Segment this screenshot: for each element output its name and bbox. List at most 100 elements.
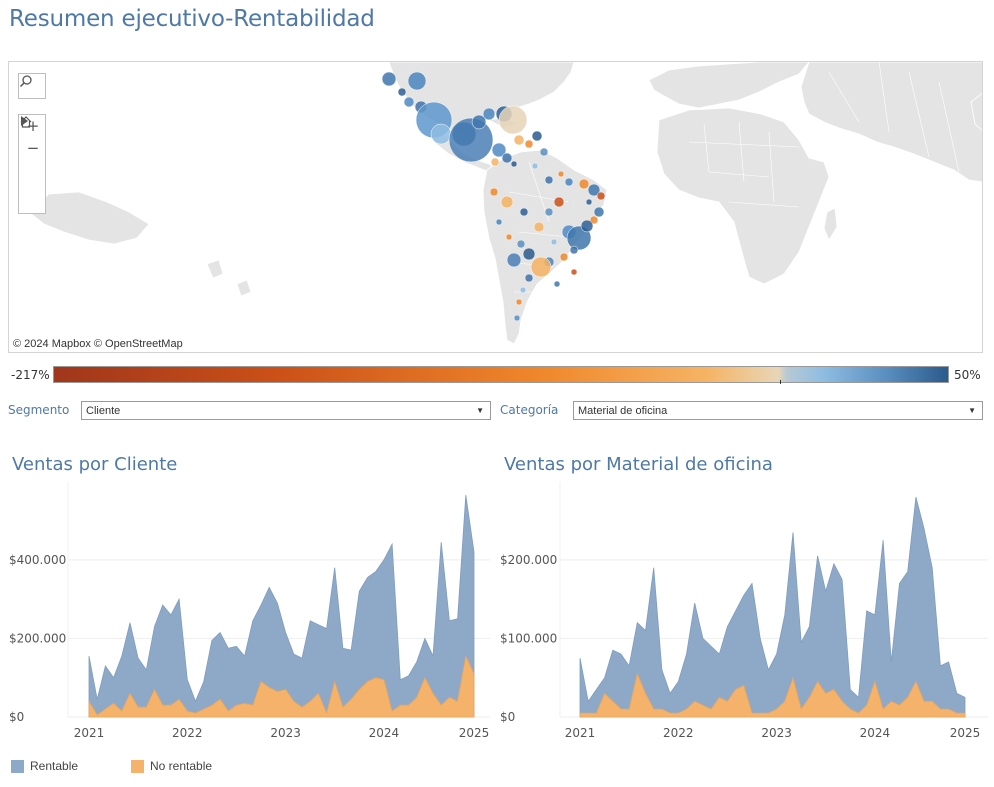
map-bubble[interactable] [553,280,561,288]
profit-ratio-color-legend [53,366,949,383]
map-bubble[interactable] [498,105,528,135]
x-tick-label: 2022 [663,726,694,740]
profit-map[interactable]: + − © 2024 Mapbox © OpenStreetMap [8,61,983,353]
map-bubble[interactable] [513,314,521,322]
map-bubble[interactable] [524,273,534,283]
map-bubble[interactable] [578,178,590,190]
map-bubble[interactable] [596,191,606,201]
series-area-no-rentable[interactable] [88,654,475,718]
page-title: Resumen ejecutivo-Rentabilidad [9,6,375,32]
legend-rentable[interactable]: Rentable [11,759,78,773]
map-bubble[interactable] [519,207,529,217]
x-tick-label: 2023 [270,726,301,740]
borders-layer [508,62,960,293]
categoria-value: Material de oficina [578,404,668,417]
map-credit[interactable]: © 2024 Mapbox © OpenStreetMap [13,338,183,350]
map-bubble[interactable] [491,142,507,158]
map-bubble[interactable] [495,218,503,226]
map-bubble[interactable] [524,139,534,149]
map-bubble[interactable] [566,225,592,251]
map-bubble[interactable] [505,233,513,241]
search-control[interactable] [18,73,46,99]
y-tick-label: $400.000 [9,553,66,567]
map-bubble[interactable] [550,238,558,246]
series-area-no-rentable[interactable] [579,672,966,718]
legend-no-rentable[interactable]: No rentable [131,759,212,773]
dropdown-arrow-icon: ▼ [968,406,976,415]
map-bubble[interactable] [519,286,527,294]
sales-area-chart-material[interactable]: $0 $100.000 $200.000 2021 2022 2023 2024 2025 [494,480,994,745]
map-bubble[interactable] [500,195,514,209]
map-bubble[interactable] [490,157,500,167]
rentable-swatch [11,759,24,773]
map-bubble[interactable] [448,117,494,163]
dropdown-arrow-icon: ▼ [476,406,484,415]
sales-bubbles [381,71,606,322]
land-layer [9,62,982,345]
x-tick-label: 2021 [74,726,105,740]
map-bubble[interactable] [407,71,427,91]
x-tick-label: 2024 [369,726,400,740]
map-bubble[interactable] [522,247,536,261]
y-tick-label: $200.000 [500,553,557,567]
map-bubble[interactable] [513,134,525,146]
map-bubble[interactable] [570,268,578,276]
chart-title-material: Ventas por Material de oficina [504,454,773,475]
play-icon[interactable] [20,116,46,203]
map-bubble[interactable] [593,206,605,218]
map-bubble[interactable] [544,175,554,185]
color-legend-marker [780,380,781,384]
map-bubble[interactable] [587,183,601,197]
y-tick-label: $100.000 [500,631,557,645]
map-bubble[interactable] [531,130,543,142]
color-legend-min: -217% [11,368,50,382]
map-bubble[interactable] [539,147,549,157]
search-icon[interactable] [19,74,45,96]
categoria-select[interactable]: Material de oficina ▼ [573,401,983,420]
map-bubble[interactable] [510,160,518,168]
map-bubble[interactable] [544,207,554,217]
map-bubble[interactable] [501,152,513,164]
map-bubble[interactable] [381,71,397,87]
rentable-label: Rentable [30,759,79,773]
sales-area-chart-cliente[interactable]: $0 $200.000 $400.000 2021 2022 2023 2024 2025 [0,480,494,745]
segmento-value: Cliente [86,404,121,417]
map-bubble[interactable] [580,219,594,233]
chart-title-cliente: Ventas por Cliente [12,454,178,475]
map-bubble[interactable] [531,162,539,170]
x-tick-label: 2024 [860,726,891,740]
map-bubble[interactable] [585,198,593,206]
map-bubble[interactable] [482,107,496,121]
categoria-label: Categoría [500,403,559,417]
map-bubble[interactable] [589,215,599,225]
map-bubble[interactable] [506,252,522,268]
y-tick-label: $200.000 [9,631,66,645]
map-bubble[interactable] [489,187,499,197]
map-bubble[interactable] [516,239,526,249]
x-tick-label: 2021 [565,726,596,740]
series-area-rentable[interactable] [88,494,475,718]
zoom-out-icon[interactable]: − [26,139,40,157]
map-bubble[interactable] [564,177,574,187]
map-bubble[interactable] [430,123,452,145]
map-bubble[interactable] [553,196,565,208]
x-tick-label: 2023 [761,726,792,740]
map-bubble[interactable] [559,252,569,262]
zoom-controls: + − [18,114,46,214]
map-bubble[interactable] [569,245,579,255]
no-rentable-swatch [131,759,144,773]
map-bubble[interactable] [530,256,552,278]
map-bubble[interactable] [557,170,565,178]
map-bubble[interactable] [403,96,415,108]
home-icon[interactable] [20,116,46,181]
series-area-rentable[interactable] [579,496,966,718]
no-rentable-label: No rentable [150,759,213,773]
map-bubble[interactable] [533,221,545,233]
map-bubble[interactable] [397,87,407,97]
color-legend-max: 50% [954,368,981,382]
map-bubble[interactable] [471,114,487,130]
segmento-select[interactable]: Cliente ▼ [81,401,491,420]
map-bubble[interactable] [515,298,523,306]
x-tick-label: 2022 [172,726,203,740]
map-canvas[interactable] [9,62,983,353]
